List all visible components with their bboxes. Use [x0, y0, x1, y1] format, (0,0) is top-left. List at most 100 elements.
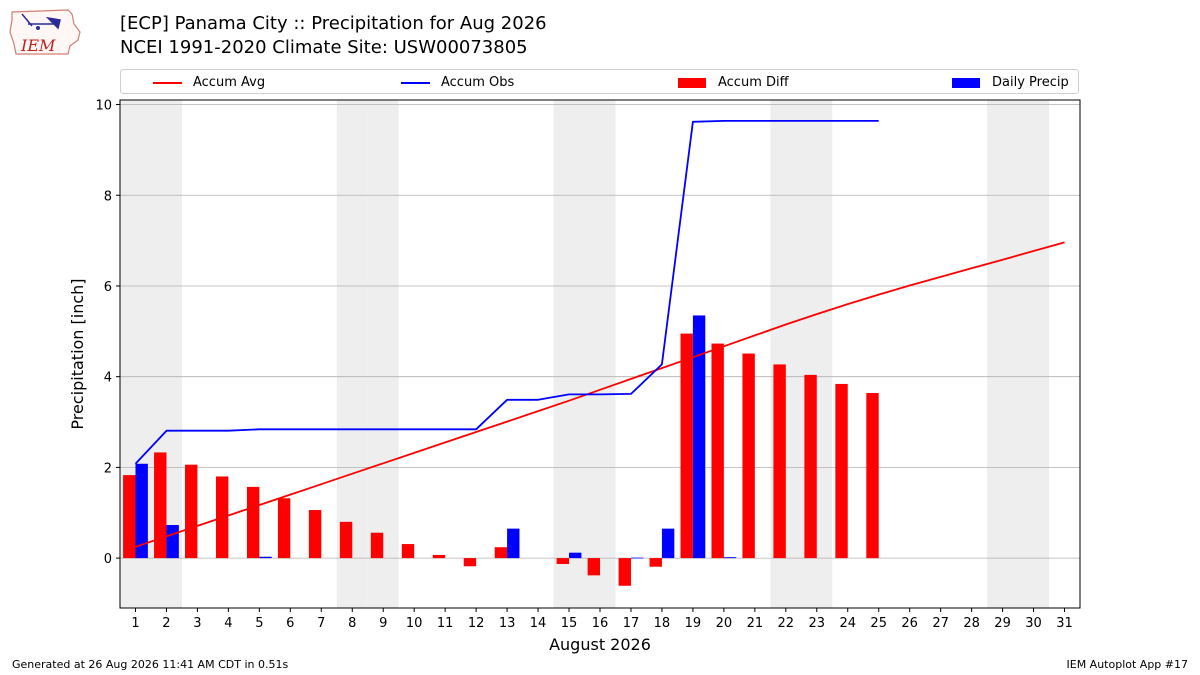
- legend-swatch-accum-avg: [153, 81, 182, 84]
- legend-item-accum-diff: Accum Diff: [678, 70, 789, 95]
- x-tick-label: 3: [193, 616, 201, 631]
- accum-diff-bar: [680, 333, 693, 559]
- accum-diff-bar: [277, 498, 291, 559]
- y-tick-label: 6: [104, 280, 112, 295]
- lines: [134, 120, 1065, 548]
- legend-label-accum-obs: Accum Obs: [441, 75, 515, 90]
- y-axis-label: Precipitation [inch]: [68, 278, 87, 429]
- accum-diff-bar: [185, 464, 198, 559]
- legend-label-accum-diff: Accum Diff: [718, 75, 789, 90]
- daily-precip-bar: [630, 557, 644, 559]
- x-tick-label: 17: [623, 616, 640, 631]
- daily-precip-bar: [166, 524, 179, 559]
- weekend-band: [367, 100, 399, 608]
- x-tick-label: 7: [317, 616, 325, 631]
- x-tick-label: 21: [747, 616, 764, 631]
- legend-item-accum-avg: Accum Avg: [153, 70, 265, 95]
- legend-swatch-daily-precip: [952, 77, 980, 88]
- y-tick-label: 10: [95, 99, 112, 114]
- x-tick-label: 30: [1025, 616, 1042, 631]
- accum-diff-bar: [370, 532, 384, 559]
- x-tick-label: 6: [286, 616, 294, 631]
- x-tick-label: 15: [561, 616, 578, 631]
- chart-subtitle: NCEI 1991-2020 Climate Site: USW00073805: [120, 37, 528, 58]
- legend-label-accum-avg: Accum Avg: [193, 75, 266, 90]
- accum-diff-bar: [123, 475, 136, 559]
- x-tick-label: 4: [224, 616, 232, 631]
- x-tick-label: 5: [255, 616, 263, 631]
- y-tick-label: 8: [104, 189, 112, 204]
- x-tick-label: 13: [499, 616, 516, 631]
- x-tick-label: 2: [162, 616, 170, 631]
- x-tick-label: 9: [379, 616, 387, 631]
- y-tick-label: 4: [104, 371, 112, 386]
- daily-precip-bar: [569, 552, 582, 559]
- accum-obs-line: [134, 120, 879, 465]
- x-tick-label: 8: [348, 616, 356, 631]
- x-tick-label: 12: [468, 616, 485, 631]
- x-tick-label: 31: [1056, 616, 1073, 631]
- daily-precip-bar: [259, 556, 272, 559]
- x-tick-label: 1: [131, 616, 139, 631]
- accum-diff-bar: [556, 558, 570, 565]
- daily-precip-bar: [723, 557, 737, 559]
- x-tick-label: 11: [437, 616, 454, 631]
- accum-diff-bar: [463, 558, 477, 567]
- accum-diff-bar: [154, 452, 167, 559]
- legend: Accum Avg Accum Obs Accum Diff Daily Pre…: [120, 69, 1079, 94]
- x-tick-label: 19: [685, 616, 702, 631]
- weekend-band: [584, 100, 616, 608]
- x-tick-label: 26: [901, 616, 918, 631]
- app-credit: IEM Autoplot App #17: [1066, 658, 1189, 671]
- accum-diff-bar: [866, 393, 879, 559]
- accum-diff-bar: [246, 486, 260, 559]
- accum-diff-bar: [649, 558, 662, 567]
- y-tick-label: 2: [104, 461, 112, 476]
- logo-text: IEM: [20, 36, 56, 55]
- accum-diff-bar: [401, 544, 415, 559]
- x-axis-label: August 2026: [549, 635, 651, 654]
- accum-diff-bar: [339, 521, 353, 559]
- daily-precip-bar: [661, 528, 675, 559]
- accum-diff-bar: [587, 558, 600, 576]
- legend-swatch-accum-obs: [401, 81, 430, 84]
- daily-precip-bar: [692, 315, 706, 559]
- x-tick-label: 22: [778, 616, 795, 631]
- x-tick-label: 14: [530, 616, 547, 631]
- weekend-band: [987, 100, 1019, 608]
- y-tick-label: 0: [104, 552, 112, 567]
- accum-diff-bar: [773, 364, 786, 559]
- x-tick-label: 16: [592, 616, 609, 631]
- accum-diff-bar: [308, 510, 322, 559]
- x-tick-label: 29: [994, 616, 1011, 631]
- chart-title: [ECP] Panama City :: Precipitation for A…: [120, 13, 547, 34]
- x-tick-label: 24: [839, 616, 856, 631]
- x-tick-label: 20: [716, 616, 733, 631]
- daily-precip-bar: [135, 463, 148, 559]
- accum-diff-bar: [494, 547, 508, 559]
- x-tick-label: 27: [932, 616, 949, 631]
- daily-precip-bar: [507, 528, 520, 559]
- accum-diff-bar: [804, 374, 817, 559]
- bars: [123, 315, 879, 586]
- accum-avg-line: [135, 241, 1065, 548]
- legend-item-daily-precip: Daily Precip: [952, 70, 1069, 95]
- x-tick-label: 25: [870, 616, 887, 631]
- accum-diff-bar: [742, 353, 755, 559]
- legend-label-daily-precip: Daily Precip: [992, 75, 1069, 90]
- x-tick-label: 18: [654, 616, 671, 631]
- accum-diff-bar: [711, 343, 724, 559]
- iem-iowa-logo-icon: IEM: [9, 9, 81, 55]
- weekend-band: [553, 100, 585, 608]
- x-tick-label: 23: [809, 616, 826, 631]
- weekend-band: [1018, 100, 1050, 608]
- x-tick-label: 10: [406, 616, 423, 631]
- legend-swatch-accum-diff: [678, 77, 706, 88]
- accum-diff-bar: [618, 558, 631, 586]
- x-tick-label: 28: [963, 616, 980, 631]
- accum-diff-bar: [835, 383, 848, 559]
- legend-item-accum-obs: Accum Obs: [401, 70, 514, 95]
- generated-timestamp: Generated at 26 Aug 2026 11:41 AM CDT in…: [12, 658, 289, 671]
